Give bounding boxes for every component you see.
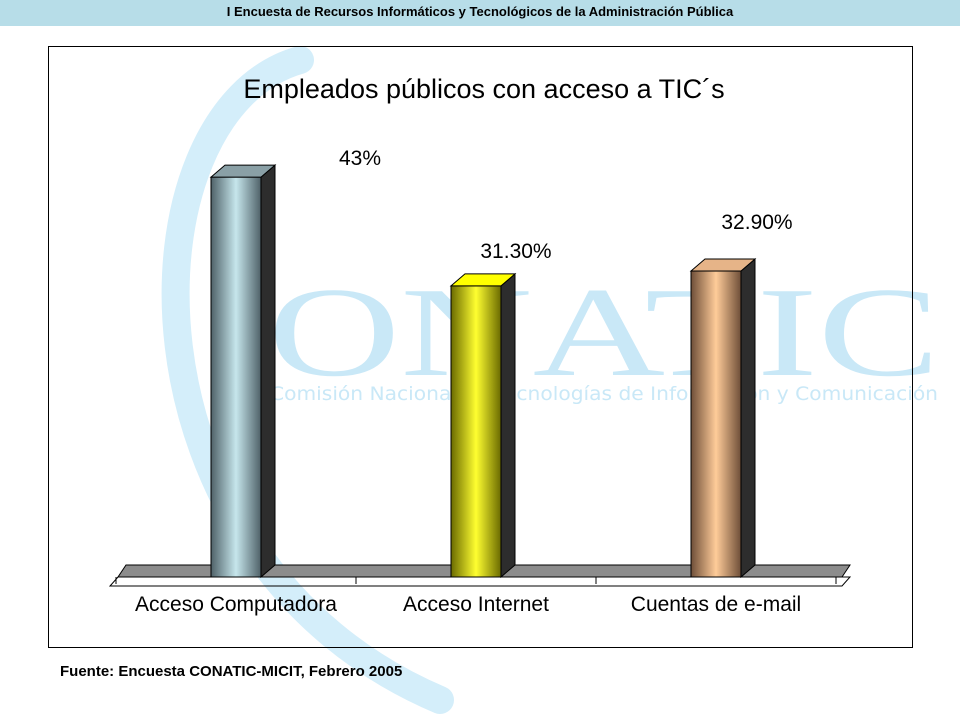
data-label-2: 31.30% xyxy=(480,240,551,263)
labels-layer: 43% Acceso Computadora 31.30% Acceso Intern… xyxy=(135,147,801,616)
bar-top xyxy=(449,273,517,287)
bar-side xyxy=(740,257,756,579)
data-label-3: 32.90% xyxy=(721,211,792,234)
category-label-2: Acceso Internet xyxy=(403,593,549,616)
chart-title: Empleados públicos con acceso a TIC´s xyxy=(243,74,724,104)
watermark-logo-text: ONATIC xyxy=(268,261,940,403)
bar-side xyxy=(500,272,516,579)
bar-top xyxy=(689,258,757,272)
category-label-1: Acceso Computadora xyxy=(135,593,337,616)
bar-top xyxy=(209,164,277,178)
bars-layer xyxy=(209,164,757,579)
bar-3 xyxy=(689,257,757,579)
bar-front xyxy=(690,270,742,578)
bar-side xyxy=(260,164,276,579)
category-label-3: Cuentas de e-mail xyxy=(631,593,801,616)
source-note: Fuente: Encuesta CONATIC-MICIT, Febrero … xyxy=(60,663,403,680)
header-title: I Encuesta de Recursos Informáticos y Te… xyxy=(226,4,734,19)
bar-front xyxy=(210,176,262,578)
bar-front xyxy=(450,285,502,578)
watermark-tagline: Comisión Nacional de Tecnologías de Info… xyxy=(270,383,938,405)
data-label-1: 43% xyxy=(339,147,381,170)
chart-floor xyxy=(108,576,852,587)
watermark-c-arc xyxy=(161,46,454,714)
bar-1 xyxy=(209,164,277,579)
bar-2 xyxy=(449,272,517,579)
header-bar xyxy=(0,0,960,26)
chart-frame xyxy=(48,46,913,648)
